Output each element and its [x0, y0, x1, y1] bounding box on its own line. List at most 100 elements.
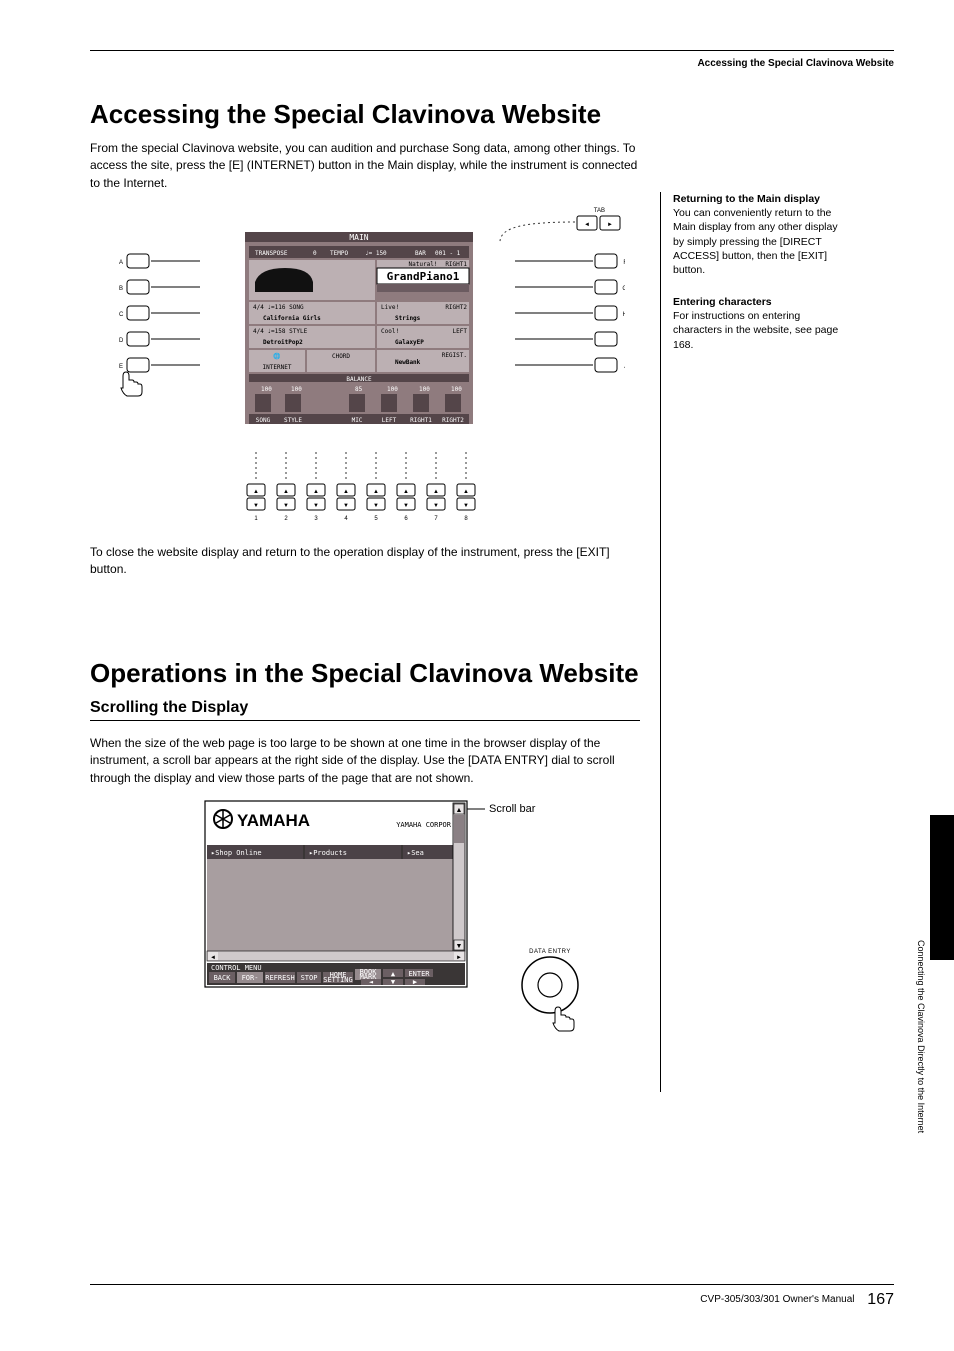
svg-text:STOP: STOP	[301, 974, 318, 982]
label-d: D	[119, 338, 124, 344]
svg-text:100: 100	[419, 386, 430, 393]
main-column: Accessing the Special Clavinova Website …	[90, 100, 640, 1059]
tab-leader	[500, 222, 575, 242]
svg-text:▼: ▼	[373, 503, 379, 509]
svg-text:6: 6	[404, 516, 408, 522]
data-entry-dial[interactable]: DATA ENTRY	[522, 949, 578, 1031]
voice-main: GrandPiano1	[387, 270, 460, 283]
button-g[interactable]	[595, 280, 617, 294]
label-e: E	[119, 364, 123, 370]
side-block-2: Entering characters For instructions on …	[673, 295, 850, 352]
svg-text:SETTING: SETTING	[323, 976, 353, 984]
section2-subhead: Scrolling the Display	[90, 699, 640, 721]
side2-title: Entering characters	[673, 295, 850, 309]
svg-text:BACK: BACK	[214, 974, 232, 982]
style-name: DetroitPop2	[263, 339, 303, 346]
button-b[interactable]	[127, 280, 149, 294]
svg-text:▼: ▼	[313, 503, 319, 509]
button-e[interactable]	[127, 358, 149, 372]
svg-text:▼: ▼	[343, 503, 349, 509]
scrollbar-thumb[interactable]	[454, 815, 464, 843]
hand-pointer-icon	[553, 1007, 574, 1031]
right2-label: RIGHT2	[445, 304, 467, 311]
button-f[interactable]	[595, 254, 617, 268]
button-c[interactable]	[127, 306, 149, 320]
regist-label: REGIST.	[442, 352, 467, 359]
svg-text:2: 2	[284, 516, 288, 522]
svg-text:▲: ▲	[456, 807, 463, 814]
bottom-buttons: ▲▼1 ▲▼2 ▲▼3 ▲▼4 ▲▼5 ▲▼6 ▲▼7 ▲▼8	[247, 452, 475, 522]
svg-text:3: 3	[314, 516, 318, 522]
side1-body: You can conveniently return to the Main …	[673, 206, 850, 277]
svg-text:▼: ▼	[403, 503, 409, 509]
svg-text:RIGHT2: RIGHT2	[442, 417, 464, 424]
bar-label: BAR	[415, 250, 426, 257]
side-block-1: Returning to the Main display You can co…	[673, 192, 850, 277]
label-a: A	[119, 260, 123, 266]
svg-text:◄: ◄	[210, 955, 216, 961]
r2-small: Live!	[381, 304, 399, 311]
tempo-value: ♩= 150	[365, 250, 387, 257]
tab-left-icon: ◄	[584, 222, 590, 228]
page-number: 167	[867, 1291, 894, 1309]
side2-body: For instructions on entering characters …	[673, 309, 850, 352]
svg-text:►: ►	[456, 955, 462, 961]
button-j[interactable]	[595, 358, 617, 372]
svg-text:100: 100	[291, 386, 302, 393]
r2-name: Strings	[395, 315, 421, 322]
dial-label: DATA ENTRY	[529, 949, 571, 955]
left-small: Cool!	[381, 328, 399, 335]
svg-text:▲: ▲	[373, 489, 379, 495]
svg-text:100: 100	[387, 386, 398, 393]
voice-small: Natural!	[409, 261, 438, 268]
svg-text:▼: ▼	[283, 503, 289, 509]
svg-text:85: 85	[355, 386, 363, 393]
section2-body1: When the size of the web page is too lar…	[90, 735, 640, 787]
label-g: G	[622, 286, 625, 292]
button-h[interactable]	[595, 306, 617, 320]
svg-text:▲: ▲	[343, 489, 349, 495]
svg-text:MIC: MIC	[352, 417, 363, 424]
label-j: J	[624, 364, 625, 370]
left-side-buttons: A B C D E	[119, 254, 200, 396]
browser-figure: YAMAHA YAMAHA CORPOR ▸Shop Online ▸Produ…	[125, 797, 605, 1047]
balance-title: BALANCE	[346, 376, 372, 383]
svg-text:5: 5	[374, 516, 378, 522]
svg-text:REFRESH: REFRESH	[265, 974, 295, 982]
button-a[interactable]	[127, 254, 149, 268]
button-d[interactable]	[127, 332, 149, 346]
style-sig: 4/4 ♩=158 STYLE	[253, 328, 308, 335]
svg-text:▲: ▲	[313, 489, 319, 495]
svg-text:1: 1	[254, 516, 258, 522]
left-name: GalaxyEP	[395, 339, 424, 346]
lcd-title: MAIN	[349, 233, 368, 242]
browser-panel: YAMAHA YAMAHA CORPOR ▸Shop Online ▸Produ…	[205, 801, 467, 987]
manual-title: CVP-305/303/301 Owner's Manual	[700, 1294, 854, 1305]
scrollbar-callout: Scroll bar	[489, 803, 536, 815]
side-column: Returning to the Main display You can co…	[660, 192, 850, 1092]
svg-text:▲: ▲	[433, 489, 439, 495]
svg-text:▲: ▲	[403, 489, 409, 495]
song-name: California Girls	[263, 315, 321, 322]
transpose-value: 0	[313, 250, 317, 257]
svg-text:▲: ▲	[463, 489, 469, 495]
brand-text: YAMAHA	[237, 811, 310, 830]
header-rule	[90, 50, 894, 51]
chord-label: CHORD	[332, 353, 350, 360]
svg-text:▸Sea: ▸Sea	[407, 849, 424, 857]
button-i[interactable]	[595, 332, 617, 346]
svg-text:▸Shop Online: ▸Shop Online	[211, 849, 262, 857]
tab-label: TAB	[594, 208, 605, 214]
svg-text:RIGHT1: RIGHT1	[410, 417, 432, 424]
running-header: Accessing the Special Clavinova Website	[697, 58, 894, 69]
svg-text:▼: ▼	[463, 503, 469, 509]
svg-text:🌐: 🌐	[273, 352, 281, 360]
svg-text:▼: ▼	[253, 503, 259, 509]
tempo-label: TEMPO	[330, 250, 348, 257]
side1-title: Returning to the Main display	[673, 192, 850, 206]
svg-text:▼: ▼	[433, 503, 439, 509]
label-h: H	[623, 312, 625, 318]
section2-title: Operations in the Special Clavinova Webs…	[90, 659, 640, 689]
svg-text:▸Products: ▸Products	[309, 849, 347, 857]
label-b: B	[119, 286, 123, 292]
